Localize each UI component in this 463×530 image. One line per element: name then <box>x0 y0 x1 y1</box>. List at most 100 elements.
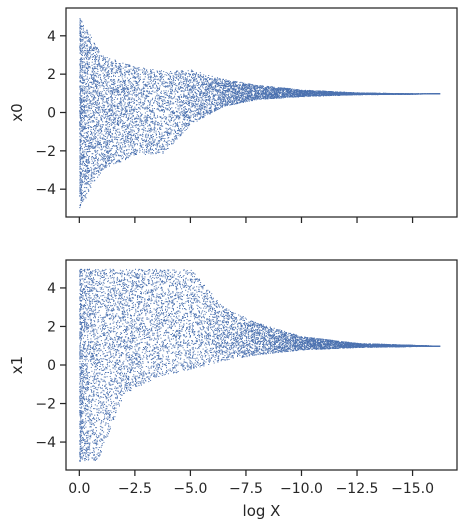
data-point <box>87 116 89 118</box>
data-point <box>92 68 94 70</box>
data-point <box>109 165 110 167</box>
data-point <box>181 100 182 102</box>
data-point <box>159 105 161 107</box>
data-point <box>79 150 81 152</box>
data-point <box>95 47 97 49</box>
data-point <box>225 104 227 106</box>
data-point <box>202 111 204 113</box>
data-point <box>126 109 128 111</box>
data-point <box>301 95 303 97</box>
data-point <box>81 117 83 118</box>
data-point <box>86 155 88 156</box>
data-point <box>175 131 177 132</box>
data-point <box>89 180 91 182</box>
data-point <box>165 119 167 121</box>
data-point <box>170 84 172 86</box>
data-point <box>283 93 285 95</box>
data-point <box>84 127 86 128</box>
data-point <box>183 93 185 95</box>
data-point <box>288 94 290 96</box>
data-point <box>85 197 87 199</box>
data-point <box>222 96 224 98</box>
data-point <box>255 89 257 91</box>
data-point <box>200 85 202 86</box>
data-point <box>93 82 95 83</box>
data-point <box>229 104 231 106</box>
data-point <box>156 84 157 86</box>
data-point <box>148 76 149 78</box>
data-point <box>131 131 133 133</box>
data-point <box>188 86 190 87</box>
data-point <box>216 107 218 109</box>
data-point <box>96 80 98 82</box>
data-point <box>124 93 126 95</box>
data-point <box>94 55 96 57</box>
data-point <box>209 90 211 92</box>
data-point <box>99 111 101 113</box>
data-point <box>79 171 81 173</box>
data-point <box>79 180 81 182</box>
data-point <box>252 90 254 92</box>
data-point <box>99 167 101 169</box>
data-point <box>93 83 95 84</box>
data-point <box>109 58 111 60</box>
data-point <box>144 72 146 74</box>
data-point <box>118 134 120 136</box>
data-point <box>130 109 132 111</box>
data-point <box>163 117 165 119</box>
data-point <box>146 147 147 149</box>
data-point <box>83 152 85 154</box>
data-point <box>93 136 94 138</box>
data-point <box>263 91 265 93</box>
data-point <box>232 102 234 104</box>
data-point <box>102 168 104 170</box>
data-point <box>169 133 170 135</box>
data-point <box>165 85 167 87</box>
data-point <box>149 86 150 87</box>
top-plot-area <box>79 18 441 209</box>
data-point <box>208 95 210 97</box>
data-point <box>84 180 85 182</box>
data-point <box>99 56 100 58</box>
data-point <box>264 95 266 97</box>
data-point <box>154 122 156 124</box>
data-point <box>94 74 96 76</box>
data-point <box>267 94 269 96</box>
data-point <box>117 121 119 122</box>
data-point <box>108 124 110 126</box>
data-point <box>133 149 135 151</box>
data-point <box>80 148 81 150</box>
data-point <box>101 91 103 93</box>
data-point <box>142 104 144 106</box>
data-point <box>132 66 134 68</box>
data-point <box>161 132 163 134</box>
data-point <box>111 160 113 162</box>
data-point <box>267 98 269 100</box>
data-point <box>165 108 167 110</box>
data-point <box>300 93 301 95</box>
data-point <box>145 84 147 86</box>
data-point <box>118 142 120 144</box>
data-point <box>193 115 195 117</box>
data-point <box>182 87 184 88</box>
data-point <box>251 92 253 94</box>
data-point <box>89 73 91 75</box>
data-point <box>143 139 145 141</box>
data-point <box>177 122 179 124</box>
data-point <box>126 87 128 89</box>
data-point <box>84 104 86 106</box>
data-point <box>199 116 201 118</box>
data-point <box>150 77 152 79</box>
data-point <box>93 169 95 171</box>
data-point <box>201 83 203 85</box>
data-point <box>199 89 201 90</box>
top-panel-x0: 420−2−4 x0 <box>8 7 458 223</box>
data-point <box>136 82 138 83</box>
data-point <box>84 176 86 178</box>
data-point <box>134 144 136 146</box>
data-point <box>171 84 173 86</box>
data-point <box>97 80 99 82</box>
data-point <box>130 141 132 143</box>
data-point <box>136 100 138 102</box>
data-point <box>94 149 96 151</box>
